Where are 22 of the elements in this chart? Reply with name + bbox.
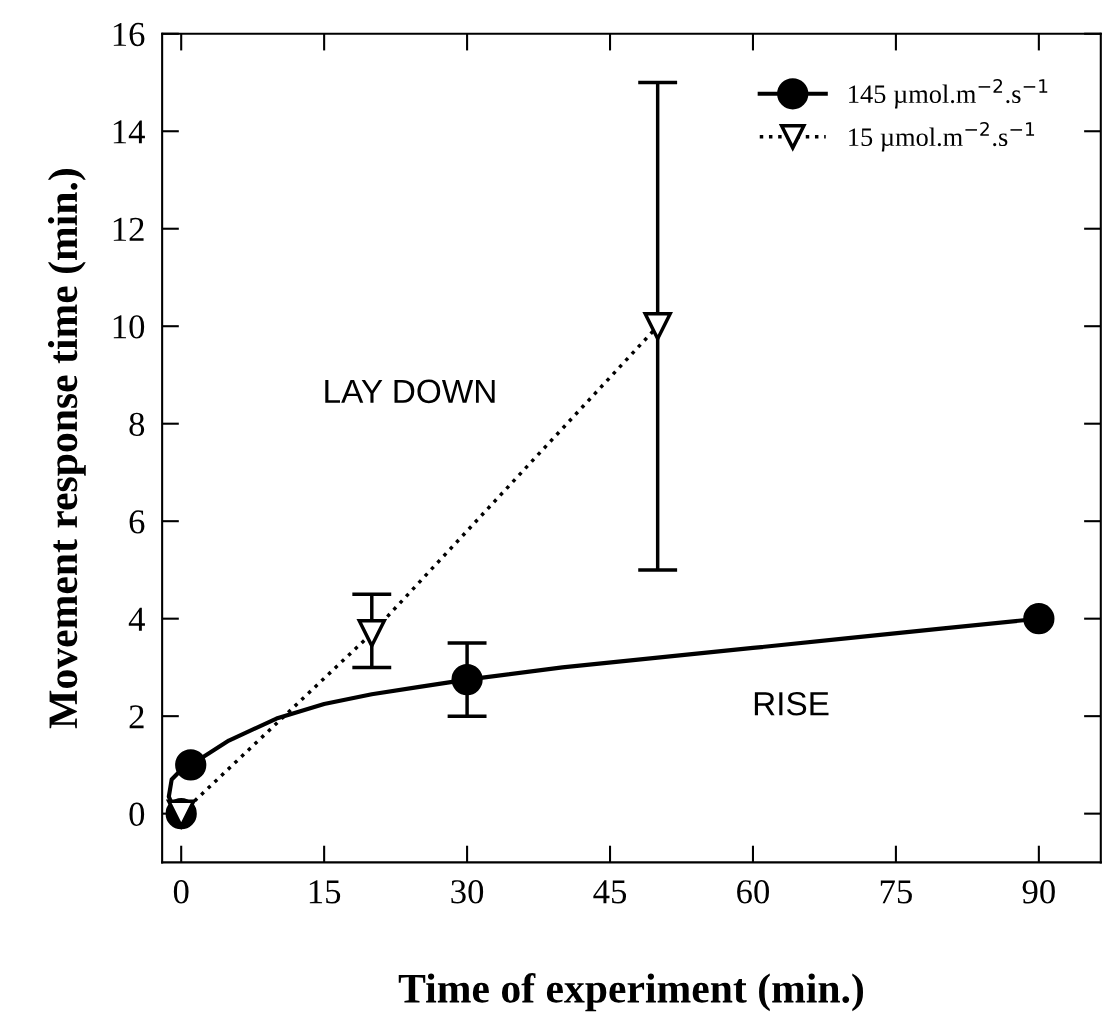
y-tick-label: 6 <box>129 510 145 534</box>
legend-label: 145 µmol.m$^{−2}$.s$^{−1}$ <box>849 78 1048 109</box>
x-axis-title: Time of experiment (min.) <box>398 973 864 1012</box>
y-tick-label: 4 <box>128 607 145 631</box>
legend-label: 15 µmol.m$^{−2}$.s$^{−1}$ <box>849 122 1035 152</box>
annotation: RISE <box>754 691 829 716</box>
annotation: LAY DOWN <box>325 379 495 404</box>
y-tick-label: 2 <box>129 705 144 729</box>
y-tick-label: 14 <box>113 120 145 144</box>
x-tick-label: 90 <box>1022 880 1055 904</box>
x-tick-label: 30 <box>451 880 484 904</box>
y-tick-label: 12 <box>113 217 144 241</box>
x-tick-label: 0 <box>173 880 189 904</box>
x-tick-label: 60 <box>737 880 770 904</box>
y-tick-label: 10 <box>113 315 145 339</box>
x-tick-label: 15 <box>309 880 341 904</box>
y-tick-label: 0 <box>129 802 145 827</box>
y-tick-label: 8 <box>129 412 145 437</box>
x-tick-label: 75 <box>880 880 912 904</box>
y-tick-label: 16 <box>113 22 145 47</box>
x-tick-label: 45 <box>593 880 627 904</box>
y-axis-title: Movement response time (min.) <box>47 169 86 729</box>
